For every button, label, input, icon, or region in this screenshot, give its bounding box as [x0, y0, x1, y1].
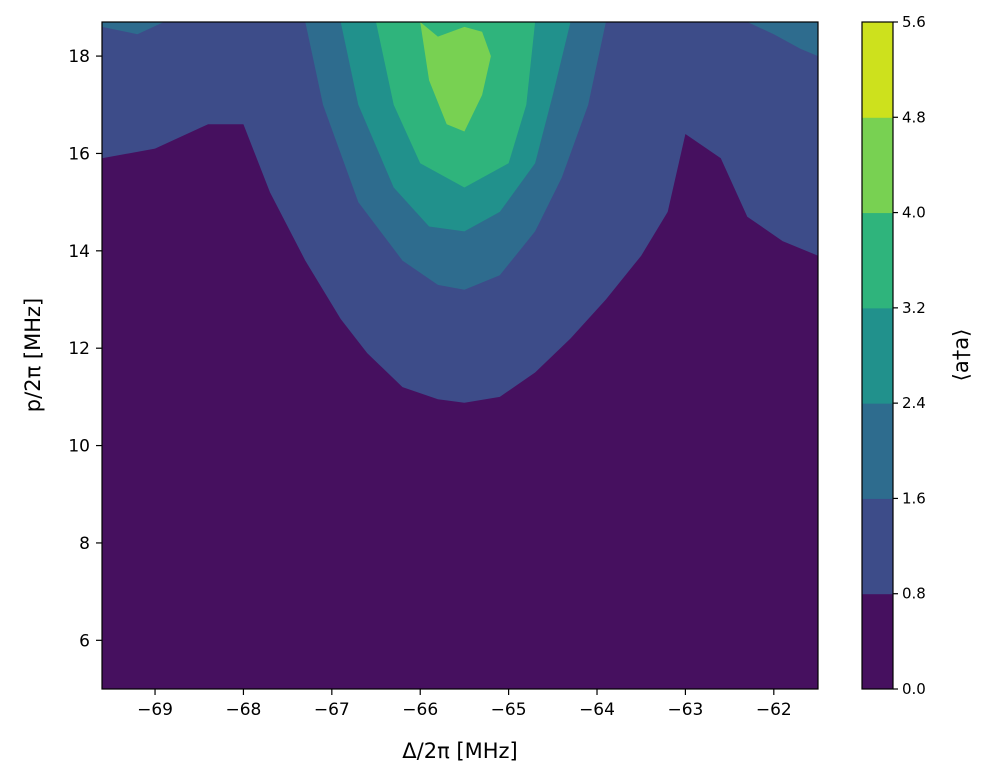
- colorbar-band: [862, 212, 893, 309]
- x-tick-label: −68: [225, 700, 261, 720]
- colorbar-band: [862, 22, 893, 118]
- colorbar-tick-label: 5.6: [902, 13, 926, 31]
- x-tick-label: −62: [756, 700, 792, 720]
- contour-region-5: [102, 22, 164, 35]
- colorbar-band: [862, 593, 893, 690]
- x-tick-label: −66: [402, 700, 438, 720]
- contour-region-4: [420, 22, 491, 132]
- colorbar-title: ⟨a†a⟩: [949, 329, 973, 382]
- colorbar-tick-label: 0.0: [902, 680, 926, 698]
- y-tick-label: 12: [68, 339, 90, 359]
- colorbar-band: [862, 307, 893, 404]
- y-tick-label: 10: [68, 437, 90, 457]
- x-tick-label: −64: [579, 700, 615, 720]
- colorbar-tick-label: 3.2: [902, 299, 926, 317]
- contour-layer: [102, 22, 818, 403]
- y-tick-label: 6: [79, 631, 90, 651]
- colorbar-tick-label: 4.8: [902, 108, 926, 126]
- x-tick-label: −67: [314, 700, 350, 720]
- x-tick-label: −65: [491, 700, 527, 720]
- x-tick-label: −69: [137, 700, 173, 720]
- colorbar-tick-label: 0.8: [902, 585, 926, 603]
- colorbar-band: [862, 117, 893, 214]
- contour-region-6: [747, 22, 818, 57]
- x-tick-label: −63: [667, 700, 703, 720]
- plot-frame: [101, 21, 819, 690]
- y-tick-label: 14: [68, 242, 90, 262]
- y-axis-title: p/2π [MHz]: [21, 298, 45, 412]
- y-tick-label: 16: [68, 144, 90, 164]
- colorbar: 0.0 0.8 1.6 2.4 3.2 4.0 4.8 5.6: [861, 13, 926, 698]
- colorbar-tick-label: 1.6: [902, 489, 926, 507]
- colorbar-tick-label: 2.4: [902, 394, 926, 412]
- x-axis-title: Δ/2π [MHz]: [402, 739, 517, 763]
- y-axis: 6 8 10 12 14 16 18: [68, 47, 102, 651]
- plot-area: [101, 21, 819, 690]
- colorbar-tick-label: 4.0: [902, 204, 926, 222]
- colorbar-frame: [861, 21, 894, 690]
- colorbar-band: [862, 498, 893, 595]
- y-tick-label: 8: [79, 534, 90, 554]
- y-tick-label: 18: [68, 47, 90, 67]
- colorbar-band: [862, 403, 893, 499]
- x-axis: −69 −68 −67 −66 −65 −64 −63 −62: [137, 689, 792, 720]
